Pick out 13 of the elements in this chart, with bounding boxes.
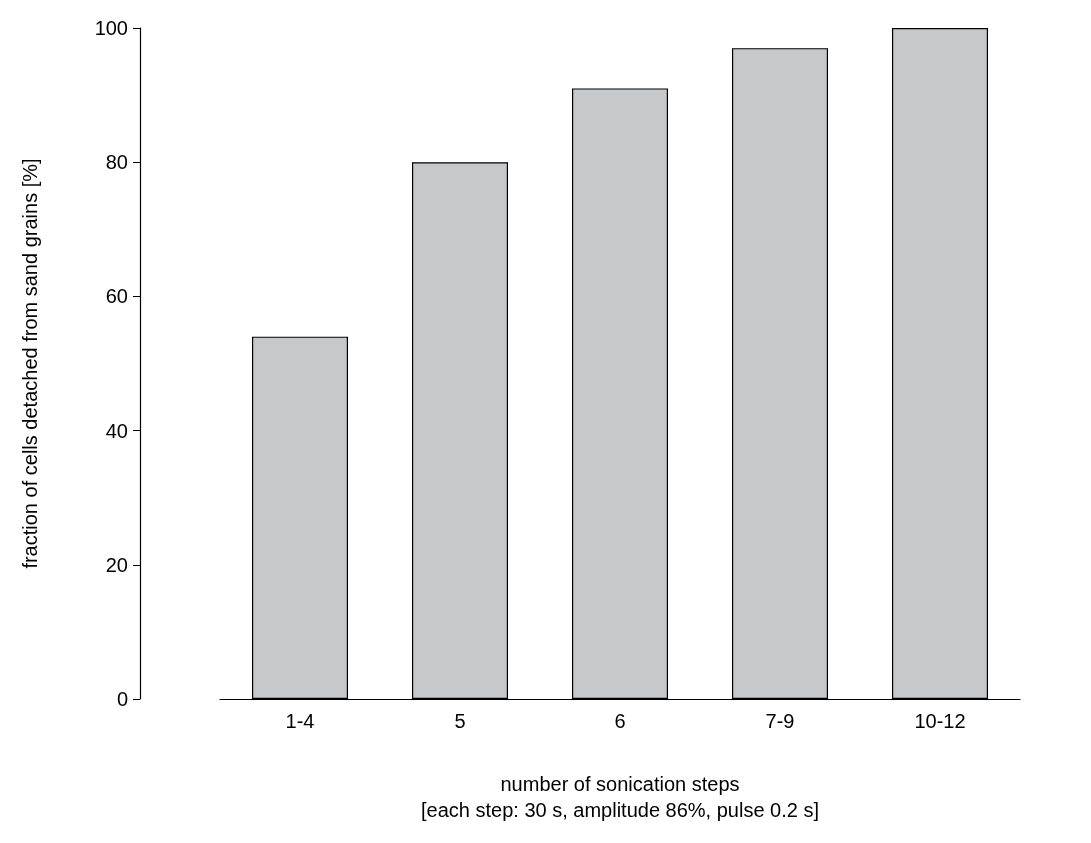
x-axis-title: number of sonication steps [each step: 30 s, amplitude 86%, pulse 0.2 s] <box>420 773 820 821</box>
y-tick-label: 0 <box>116 688 128 710</box>
y-axis-title: fraction of cells detached from sand grains [%] <box>19 158 41 569</box>
x-tick-label: 5 <box>454 710 466 732</box>
y-tick-label: 80 <box>105 151 128 174</box>
x-tick-label: 1-4 <box>285 710 315 732</box>
x-tick-label: 6 <box>614 710 626 732</box>
y-tick-label: 20 <box>105 553 128 576</box>
y-tick-label: 40 <box>105 419 128 442</box>
y-tick-label: 100 <box>94 17 128 39</box>
y-tick-label: 60 <box>105 285 128 308</box>
x-tick-label: 7-9 <box>765 710 795 732</box>
x-tick-label: 10-12 <box>914 710 966 732</box>
